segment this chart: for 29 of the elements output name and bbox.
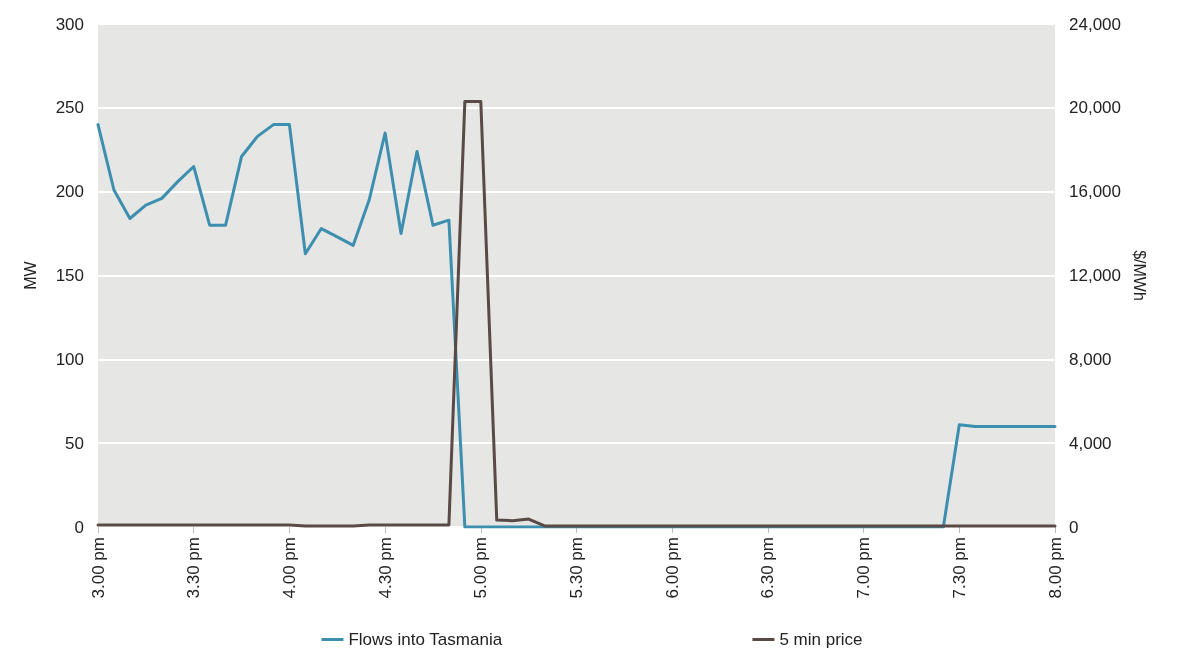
y2-tick-label: 20,000 bbox=[1069, 98, 1121, 118]
legend-label: Flows into Tasmania bbox=[348, 630, 503, 649]
y-tick-label: 150 bbox=[55, 266, 84, 285]
y-tick-label: 100 bbox=[55, 349, 84, 369]
x-tick-label: 8.00 pm bbox=[1045, 537, 1065, 599]
x-tick-label: 6.30 pm bbox=[758, 537, 778, 599]
y-tick-label: 200 bbox=[55, 182, 84, 202]
x-tick-label: 6.00 pm bbox=[662, 537, 682, 599]
x-tick-label: 4.30 pm bbox=[375, 537, 395, 599]
x-tick-label: 7.30 pm bbox=[949, 537, 969, 599]
y2-axis-title: $/MWh bbox=[1131, 250, 1149, 301]
y-tick-label: 250 bbox=[55, 98, 84, 118]
x-tick-label: 3.00 pm bbox=[88, 537, 108, 599]
y2-tick-label: 4,000 bbox=[1069, 433, 1112, 453]
y2-tick-label: 16,000 bbox=[1069, 182, 1121, 202]
y2-tick-label: 0 bbox=[1069, 517, 1079, 537]
x-tick-label: 7.00 pm bbox=[854, 537, 874, 599]
legend-label: 5 min price bbox=[779, 630, 863, 649]
x-tick-label: 5.00 pm bbox=[471, 537, 491, 599]
y-tick-label: 0 bbox=[74, 517, 84, 537]
y-tick-label: 50 bbox=[65, 433, 84, 453]
y-tick-label: 300 bbox=[55, 14, 84, 34]
y2-tick-label: 8,000 bbox=[1069, 349, 1112, 369]
x-tick-label: 3.30 pm bbox=[184, 537, 204, 599]
x-tick-label: 4.00 pm bbox=[279, 537, 299, 599]
y2-tick-label: 12,000 bbox=[1069, 266, 1121, 285]
x-tick-label: 5.30 pm bbox=[567, 537, 586, 599]
y2-tick-label: 24,000 bbox=[1069, 14, 1121, 34]
y-axis-title: MW bbox=[21, 260, 39, 290]
